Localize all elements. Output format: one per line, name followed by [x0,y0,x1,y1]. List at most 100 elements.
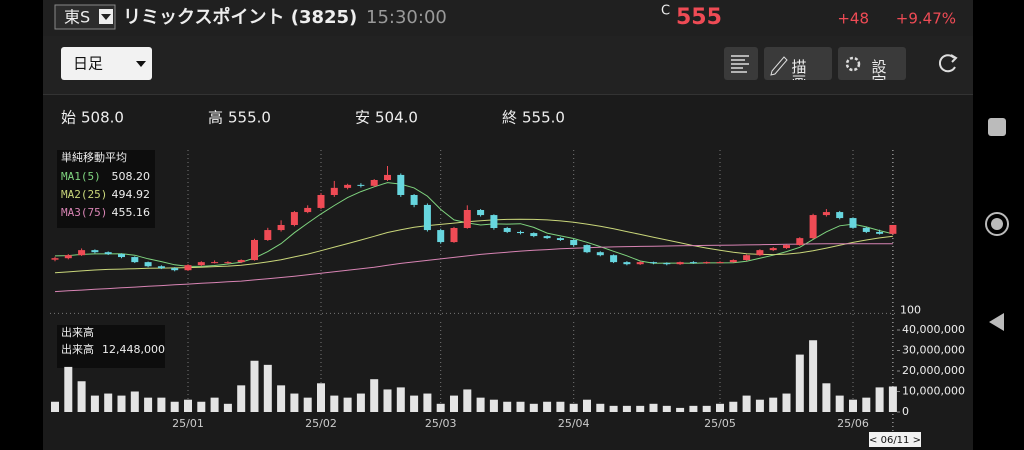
volume-bar [742,395,751,412]
volume-bar [144,397,153,412]
x-tick-label: 25/01 [172,417,204,430]
candle-body [822,212,830,216]
volume-bar [210,397,219,412]
candle-body [769,248,777,251]
ma-legend: MA1(5) 508.20 MA2(25) 494.92 MA3(75) 455.16 [61,170,150,219]
refresh-icon[interactable] [938,54,956,73]
volume-bar [795,354,804,412]
volume-bar [383,389,392,412]
draw-label: 描画 [790,59,808,89]
dropdown-arrow [101,14,111,20]
nav-back[interactable] [989,313,1004,331]
candle-body [743,255,751,261]
change-pct: +9.47% [896,10,956,28]
candle-body [756,250,764,256]
volume-tick-label: 40,000,000 [902,323,965,336]
volume-bar [569,403,578,412]
candle-body [650,262,657,264]
cursor-label: < 06/11 > [869,435,921,446]
candle-body [463,210,471,228]
candle-body [78,250,86,256]
volume-bar [609,405,618,412]
volume-tick-label: 20,000,000 [902,364,965,377]
candle-body [703,262,711,264]
volume-bar [290,393,299,412]
nav-recent[interactable] [988,118,1006,136]
volume-bar [343,397,352,412]
volume-bar [263,364,272,412]
volume-bar [423,393,432,412]
volume-bar [636,405,645,412]
volume-bar [170,401,179,412]
candle-body [490,215,498,228]
volume-bar [755,399,764,412]
candle-body [104,252,112,255]
nav-home[interactable] [985,212,1009,236]
volume-bar [436,403,445,412]
volume-bar [809,340,818,412]
divider [43,94,973,95]
candle-body [663,263,671,265]
ma-legend-title: 単純移動平均 [61,150,127,164]
candle-body [809,215,817,239]
candle-body [636,262,644,265]
ma-legend-value: 508.20 [112,170,151,183]
settings-button[interactable]: 設定 [838,47,906,90]
candle-body [384,174,391,180]
period-arrow [136,61,146,67]
price: 555 [676,5,722,30]
candle-body [357,184,365,186]
volume-bar [197,401,206,412]
volume-bar [529,403,538,412]
candle-body [157,266,165,269]
candle-body [344,184,352,188]
candle-body [783,245,790,249]
candle-body [197,262,205,266]
summary-label: 安 [355,109,370,127]
volume-bar [676,407,685,412]
ma-line [54,182,894,267]
volume-bar [849,399,857,412]
volume-legend-label: 出来高 [61,342,94,356]
x-tick-label: 25/05 [704,417,736,430]
candle-body [477,210,485,216]
candle-body [370,180,378,186]
candle-body [184,265,192,271]
volume-bar [370,379,379,412]
volume-bar [489,399,498,412]
volume-bar [277,385,286,412]
volume-bar [77,381,86,412]
candle-body [171,268,179,271]
ma-legend-name: MA1(5) [61,170,101,183]
volume-bar [250,360,259,412]
volume-bar [622,405,631,412]
volume-bar [303,397,312,412]
volume-bar [543,401,552,412]
volume-legend-value: 12,448,000 [102,343,165,356]
time: 15:30:00 [366,7,447,28]
volume-bar [583,399,591,412]
candle-body [716,262,724,264]
volume-bar [596,403,605,412]
volume-tick-label: 0 [902,405,909,418]
candle-body [330,187,338,195]
volume-bar [51,401,59,412]
ma-legend-value: 455.16 [112,206,151,219]
x-tick-label: 25/03 [425,417,457,430]
volume-bar [476,397,485,412]
ma-line [54,243,893,293]
candle-body [423,204,431,231]
volume-bar [117,395,126,412]
pencil-icon [770,56,788,76]
toolbar-bg [43,36,973,94]
volume-bar [875,387,884,412]
chart: 25/01 25/02 25/03 25/04 25/05 25/06 100 0 10,000… [50,150,965,432]
volume-bar [104,393,113,412]
volume-bar [330,395,339,412]
candle-body [224,262,232,264]
period-select[interactable] [61,47,152,80]
candle-body [317,195,325,208]
volume-bar [90,395,99,412]
candle-body [211,262,219,264]
draw-button[interactable]: 描画 [764,47,832,89]
